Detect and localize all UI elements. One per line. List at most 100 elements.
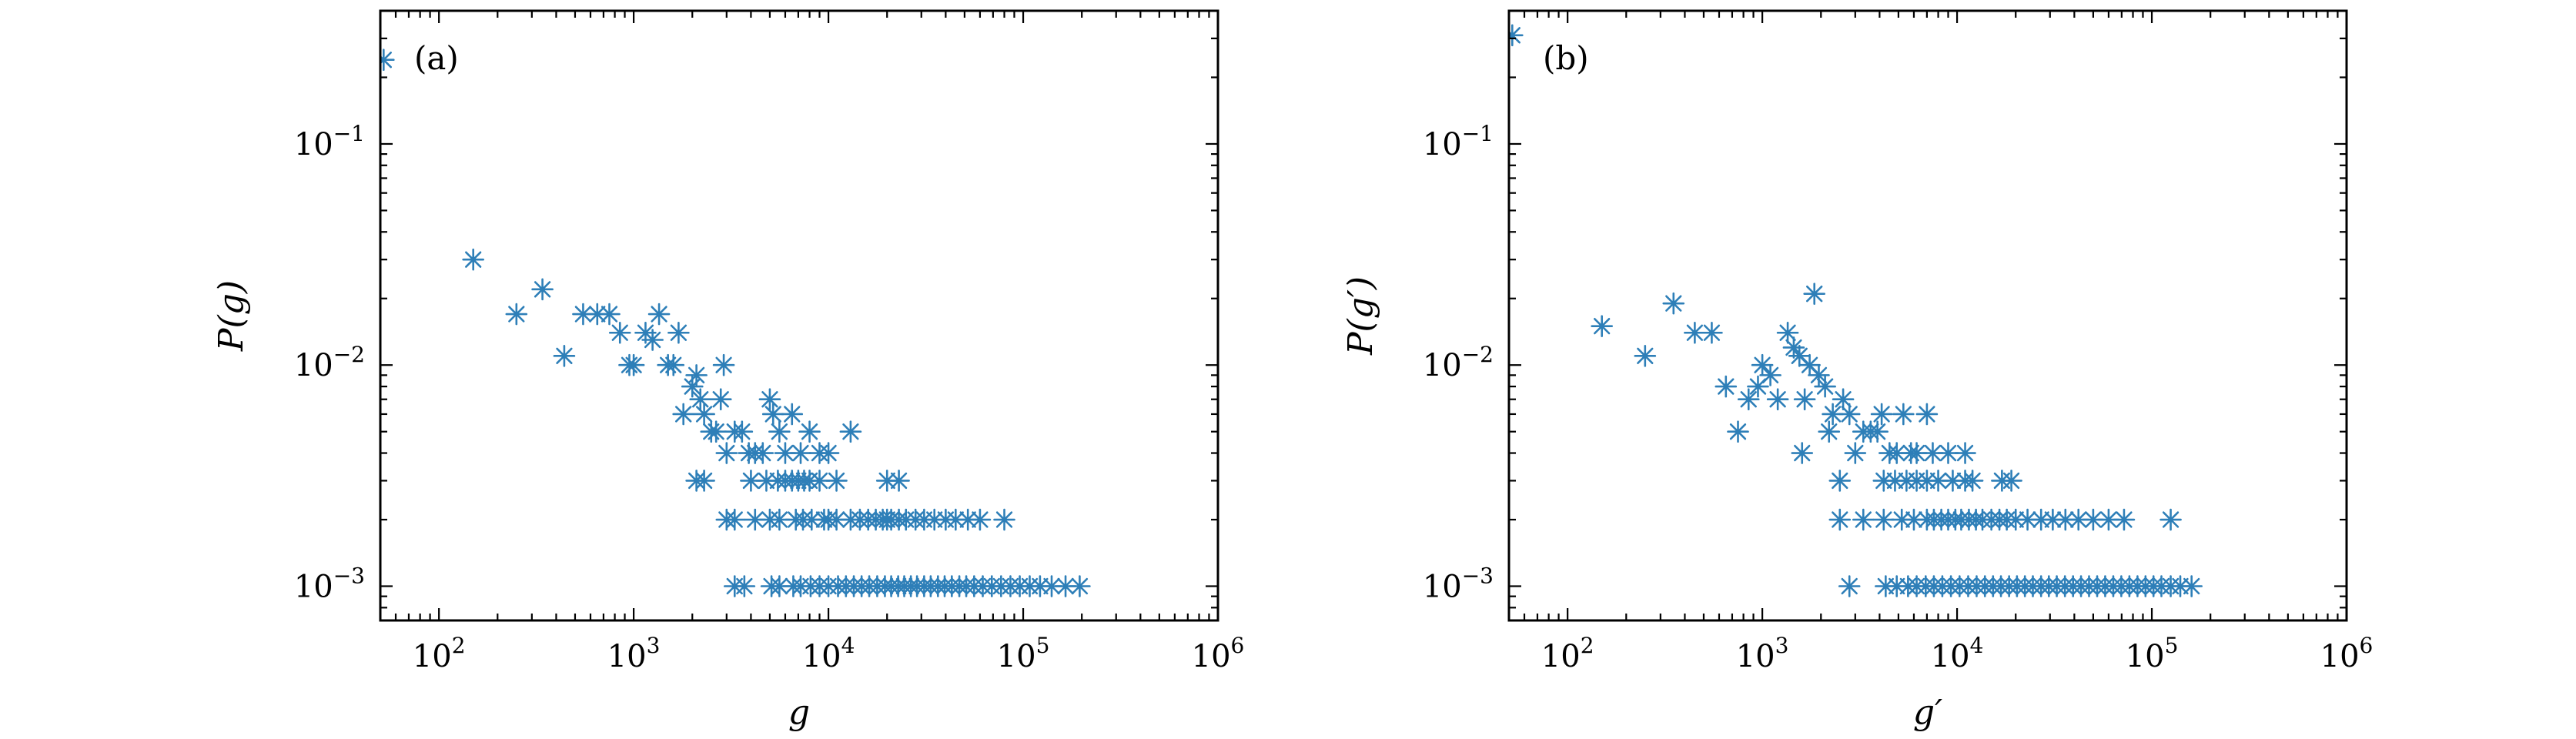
data-point (2113, 508, 2136, 531)
x-tick-label: 103 (607, 633, 661, 674)
data-point (712, 353, 735, 376)
data-point (1662, 292, 1685, 315)
data-point (1791, 442, 1814, 464)
data-point (715, 442, 738, 464)
data-point (1591, 315, 1613, 337)
x-axis-label: g (788, 693, 810, 732)
data-point (817, 442, 840, 464)
data-point (1029, 575, 1052, 597)
data-point (1766, 388, 1789, 411)
data-point (751, 442, 774, 464)
data-point (1828, 470, 1852, 492)
data-point (1782, 336, 1805, 359)
x-tick-label: 103 (1736, 633, 1789, 674)
axis-ticks (379, 9, 1218, 622)
data-point (781, 403, 804, 426)
x-tick-label: 105 (2126, 633, 2179, 674)
x-tick-label: 102 (413, 633, 466, 674)
data-point (1814, 375, 1836, 398)
data-point (1793, 388, 1816, 411)
data-point (2180, 575, 2203, 597)
data-point (789, 442, 812, 464)
data-point (598, 303, 621, 326)
data-point (1922, 442, 1944, 464)
data-point (1759, 364, 1781, 386)
data-point (553, 345, 576, 367)
data-point (2082, 508, 2105, 531)
y-axis-label: P(g) (212, 280, 251, 352)
data-point (693, 470, 715, 492)
x-tick-label: 106 (2320, 633, 2374, 674)
data-point (1509, 24, 1524, 47)
data-point (667, 321, 690, 344)
data-point (1832, 388, 1855, 411)
y-tick-label: 10−3 (1423, 563, 1494, 605)
data-point (647, 303, 671, 326)
y-tick-label: 10−3 (294, 563, 365, 605)
data-point (1715, 375, 1738, 398)
panel-b: 102 103 104 105 106 10−1 10−2 10−3 g′ P(g′) (b) (1341, 9, 2374, 732)
data-point (689, 388, 712, 411)
data-point (839, 420, 862, 443)
data-point (531, 278, 554, 301)
data-point (740, 470, 762, 492)
data-point (709, 388, 732, 411)
data-point (608, 321, 631, 344)
x-axis-label: g′ (1913, 693, 1942, 732)
data-point (1751, 353, 1774, 376)
data-point (1927, 470, 1949, 492)
data-point (1828, 508, 1852, 531)
x-tick-label: 102 (1541, 633, 1594, 674)
plot-frame (1507, 9, 2348, 622)
data-point (1808, 364, 1830, 386)
data-point (1040, 575, 1063, 597)
data-point (768, 508, 791, 531)
data-point (2000, 470, 2022, 492)
data-point (1727, 420, 1749, 443)
panel-a: 102 103 104 105 106 10−1 10−2 10−3 g P(g) (a) (212, 9, 1244, 732)
y-axis-label: P(g′) (1341, 276, 1380, 356)
data-points (1509, 24, 2203, 597)
data-point (1892, 403, 1915, 426)
data-point (2054, 508, 2077, 531)
data-point (1838, 403, 1861, 426)
x-tick-label: 104 (1931, 633, 1984, 674)
data-point (1838, 575, 1861, 597)
data-point (825, 470, 848, 492)
data-point (744, 508, 767, 531)
data-point (641, 329, 664, 351)
data-point (586, 303, 609, 326)
panel-label: (b) (1543, 39, 1589, 77)
data-point (733, 575, 756, 597)
data-point (1872, 508, 1895, 531)
data-point (1818, 420, 1841, 443)
data-point (672, 403, 694, 426)
y-tick-label: 10−2 (1423, 342, 1494, 383)
data-point (731, 420, 754, 443)
data-point (956, 508, 979, 531)
data-point (1803, 283, 1825, 305)
plot-frame (379, 9, 1219, 622)
y-tick-label: 10−2 (294, 342, 365, 383)
data-point (1737, 388, 1760, 411)
panel-label: (a) (414, 39, 459, 77)
y-tick-label: 10−1 (294, 121, 365, 162)
data-point (723, 508, 746, 531)
data-point (1822, 403, 1844, 426)
data-point (2159, 508, 2182, 531)
data-point (1870, 403, 1893, 426)
data-point (888, 470, 910, 492)
data-point (969, 508, 992, 531)
data-point (993, 508, 1015, 531)
data-point (693, 403, 715, 426)
data-point (1844, 442, 1867, 464)
data-point (462, 248, 484, 271)
data-point (1915, 403, 1939, 426)
data-point (1852, 508, 1875, 531)
data-point (1954, 442, 1976, 464)
data-point (622, 353, 645, 376)
y-tick-label: 10−1 (1423, 121, 1494, 162)
data-point (825, 508, 848, 531)
